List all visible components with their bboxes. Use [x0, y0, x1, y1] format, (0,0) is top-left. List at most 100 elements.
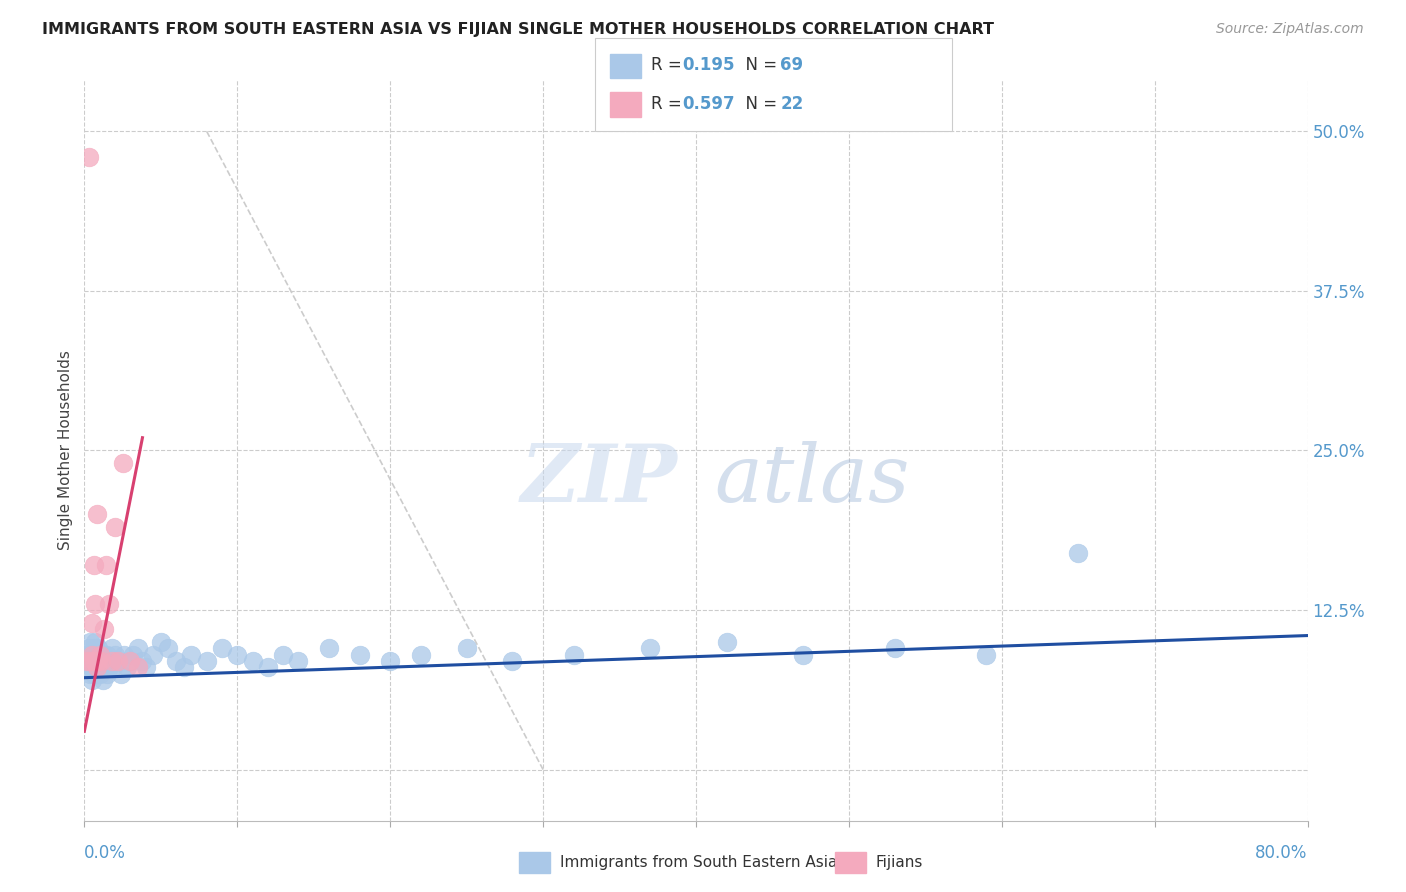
Point: [349, 648, 371, 662]
Point: [456, 641, 478, 656]
Point: [79, 654, 101, 668]
Point: [91, 673, 114, 688]
Text: 0.195: 0.195: [682, 56, 734, 74]
Point: [380, 654, 402, 668]
Point: [142, 648, 165, 662]
Point: [226, 648, 249, 662]
Point: [87, 641, 110, 656]
Point: [96, 648, 118, 662]
Point: [76, 648, 98, 662]
Text: R =: R =: [651, 56, 688, 74]
Point: [93, 648, 115, 662]
Point: [76, 654, 98, 668]
Point: [93, 660, 115, 674]
Point: [89, 666, 111, 681]
Point: [112, 648, 135, 662]
Point: [84, 635, 107, 649]
Point: [94, 558, 117, 573]
Text: 0.597: 0.597: [682, 95, 734, 113]
Point: [89, 654, 111, 668]
Point: [562, 648, 585, 662]
Text: N =: N =: [735, 56, 783, 74]
Point: [242, 654, 264, 668]
Point: [83, 558, 105, 573]
Point: [107, 654, 129, 668]
Point: [87, 660, 110, 674]
Point: [89, 648, 111, 662]
Point: [91, 654, 114, 668]
Point: [80, 673, 103, 688]
Point: [101, 654, 124, 668]
Point: [84, 660, 107, 674]
Point: [115, 660, 138, 674]
Point: [97, 660, 120, 674]
Point: [83, 641, 105, 656]
Point: [257, 660, 280, 674]
Text: 22: 22: [780, 95, 804, 113]
Point: [111, 456, 134, 470]
Text: 80.0%: 80.0%: [1256, 844, 1308, 862]
Point: [104, 648, 127, 662]
Point: [79, 666, 101, 681]
Text: IMMIGRANTS FROM SOUTH EASTERN ASIA VS FIJIAN SINGLE MOTHER HOUSEHOLDS CORRELATIO: IMMIGRANTS FROM SOUTH EASTERN ASIA VS FI…: [42, 22, 994, 37]
Point: [638, 641, 661, 656]
Point: [120, 654, 142, 668]
Point: [83, 654, 105, 668]
Point: [318, 641, 340, 656]
Point: [883, 641, 905, 656]
Point: [127, 641, 149, 656]
Point: [157, 641, 180, 656]
Point: [90, 660, 112, 674]
Point: [87, 654, 110, 668]
Point: [103, 660, 125, 674]
Point: [502, 654, 524, 668]
Point: [149, 635, 172, 649]
Point: [211, 641, 233, 656]
Text: Fijians: Fijians: [876, 855, 924, 870]
Point: [80, 660, 103, 674]
Text: R =: R =: [651, 95, 688, 113]
Point: [83, 654, 105, 668]
Y-axis label: Single Mother Households: Single Mother Households: [58, 351, 73, 550]
Point: [135, 660, 157, 674]
Point: [84, 648, 107, 662]
Point: [80, 648, 103, 662]
Text: Immigrants from South Eastern Asia: Immigrants from South Eastern Asia: [560, 855, 837, 870]
Point: [127, 660, 149, 674]
Point: [107, 654, 129, 668]
Point: [80, 648, 103, 662]
Point: [97, 597, 120, 611]
Point: [86, 508, 108, 522]
Point: [98, 654, 121, 668]
Point: [80, 615, 103, 630]
Point: [90, 654, 112, 668]
Point: [180, 648, 202, 662]
Point: [976, 648, 998, 662]
Point: [110, 666, 132, 681]
Point: [84, 597, 107, 611]
Point: [131, 654, 153, 668]
Point: [79, 635, 101, 649]
Point: [271, 648, 294, 662]
Point: [83, 666, 105, 681]
Text: atlas: atlas: [714, 442, 910, 519]
Point: [77, 150, 100, 164]
Point: [104, 520, 127, 534]
Point: [716, 635, 738, 649]
Point: [195, 654, 218, 668]
Point: [77, 641, 100, 656]
Text: N =: N =: [735, 95, 783, 113]
Point: [96, 666, 118, 681]
Text: Source: ZipAtlas.com: Source: ZipAtlas.com: [1216, 22, 1364, 37]
Point: [86, 666, 108, 681]
Point: [94, 654, 117, 668]
Point: [792, 648, 814, 662]
Text: ZIP: ZIP: [520, 442, 678, 519]
Point: [77, 654, 100, 668]
Point: [1067, 545, 1090, 559]
Point: [86, 660, 108, 674]
Point: [165, 654, 187, 668]
Text: 69: 69: [780, 56, 803, 74]
Point: [287, 654, 309, 668]
Point: [101, 641, 124, 656]
